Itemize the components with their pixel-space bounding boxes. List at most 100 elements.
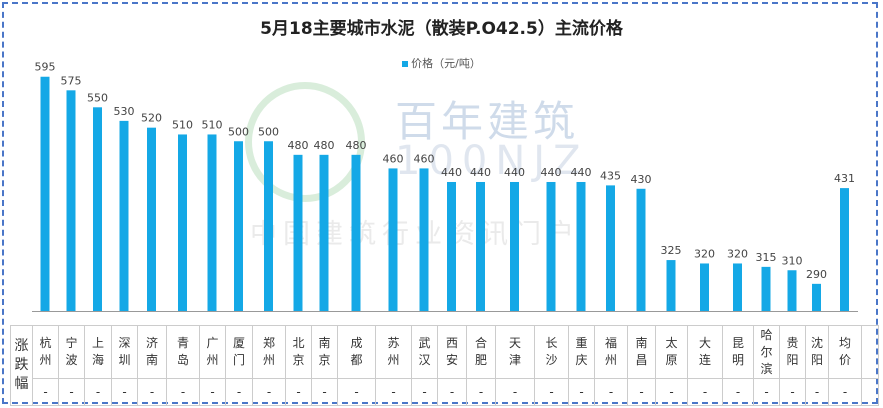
bar-贵阳 xyxy=(787,270,797,311)
bar-合肥 xyxy=(476,181,485,311)
legend-swatch xyxy=(402,61,409,67)
bar-青岛 xyxy=(178,134,187,311)
bar-昆明 xyxy=(733,263,742,311)
category-label: 均价 xyxy=(828,325,862,379)
change-cell: - xyxy=(337,378,376,406)
bar-北京 xyxy=(293,154,303,311)
change-cell: - xyxy=(32,378,59,406)
category-label: 深圳 xyxy=(111,325,138,379)
bar-成都 xyxy=(351,154,361,311)
category-label: 重庆 xyxy=(568,325,595,379)
bar-深圳 xyxy=(119,120,129,311)
empty-cell xyxy=(861,325,879,379)
data-label: 290 xyxy=(806,268,827,281)
change-cell: - xyxy=(687,378,723,406)
category-label: 杭州 xyxy=(32,325,59,379)
data-label: 520 xyxy=(141,112,162,125)
data-label: 550 xyxy=(87,91,108,104)
category-label: 宁波 xyxy=(58,325,85,379)
category-label: 成都 xyxy=(337,325,376,379)
change-cell: - xyxy=(594,378,628,406)
change-cell: - xyxy=(568,378,595,406)
category-label: 南京 xyxy=(311,325,338,379)
category-label: 上海 xyxy=(84,325,112,379)
bar-上海 xyxy=(93,107,102,311)
change-cell: - xyxy=(84,378,112,406)
data-label: 510 xyxy=(172,118,193,131)
data-label: 431 xyxy=(834,172,855,185)
data-label: 440 xyxy=(470,166,491,179)
bar-福州 xyxy=(606,185,615,311)
chart-title: 5月18主要城市水泥（散装P.O42.5）主流价格 xyxy=(260,19,623,39)
category-label: 大连 xyxy=(687,325,723,379)
row-label-change: 涨跌幅 xyxy=(10,325,33,406)
bar-宁波 xyxy=(66,90,76,311)
category-label: 哈尔滨 xyxy=(753,325,780,379)
category-label: 沈阳 xyxy=(805,325,829,379)
data-label: 320 xyxy=(727,247,748,260)
data-label: 480 xyxy=(346,139,367,152)
bar-天津 xyxy=(510,181,519,311)
change-cell: - xyxy=(58,378,85,406)
change-cell: - xyxy=(466,378,496,406)
change-cell: - xyxy=(252,378,286,406)
change-cell: - xyxy=(137,378,167,406)
data-label: 320 xyxy=(694,247,715,260)
category-label: 合肥 xyxy=(466,325,496,379)
bar-长沙 xyxy=(546,181,556,311)
data-label: 530 xyxy=(114,105,135,118)
bar-南昌 xyxy=(636,188,646,311)
bar-杭州 xyxy=(40,76,50,312)
category-label: 青岛 xyxy=(166,325,200,379)
legend: 价格（元/吨） xyxy=(0,55,883,71)
bar-济南 xyxy=(147,127,156,311)
category-label: 北京 xyxy=(285,325,312,379)
bar-大连 xyxy=(700,263,709,311)
change-cell: - xyxy=(805,378,829,406)
category-label: 天津 xyxy=(495,325,535,379)
bar-均价 xyxy=(840,188,849,311)
data-label: 575 xyxy=(61,74,82,87)
data-label: 440 xyxy=(571,166,592,179)
change-cell: - xyxy=(779,378,806,406)
change-cell: - xyxy=(199,378,226,406)
watermark-logo xyxy=(245,82,365,202)
empty-cell xyxy=(861,378,879,406)
change-cell: - xyxy=(437,378,467,406)
data-label: 430 xyxy=(631,173,652,186)
change-cell: - xyxy=(375,378,412,406)
category-label: 长沙 xyxy=(534,325,569,379)
bar-广州 xyxy=(207,134,217,311)
data-label: 480 xyxy=(314,139,335,152)
category-label: 苏州 xyxy=(375,325,412,379)
bar-哈尔滨 xyxy=(761,266,771,311)
change-cell: - xyxy=(753,378,780,406)
data-label: 315 xyxy=(756,251,777,264)
change-cell: - xyxy=(225,378,253,406)
change-cell: - xyxy=(111,378,138,406)
data-label: 500 xyxy=(258,125,279,138)
category-label: 厦门 xyxy=(225,325,253,379)
data-label: 460 xyxy=(383,152,404,165)
change-cell: - xyxy=(722,378,754,406)
category-label: 贵阳 xyxy=(779,325,806,379)
category-label: 郑州 xyxy=(252,325,286,379)
data-label: 435 xyxy=(600,169,621,182)
bar-武汉 xyxy=(419,168,429,311)
bar-沈阳 xyxy=(812,283,821,311)
data-table: 涨跌幅杭州宁波上海深圳济南青岛广州厦门郑州北京南京成都苏州武汉西安合肥天津长沙重… xyxy=(10,325,879,406)
bar-太原 xyxy=(666,260,676,311)
bar-郑州 xyxy=(264,141,273,311)
data-label: 325 xyxy=(661,244,682,257)
bar-厦门 xyxy=(234,141,243,311)
change-cell: - xyxy=(166,378,200,406)
bar-重庆 xyxy=(576,181,586,311)
change-cell: - xyxy=(495,378,535,406)
data-label: 500 xyxy=(228,125,249,138)
data-label: 440 xyxy=(504,166,525,179)
category-label: 南昌 xyxy=(627,325,656,379)
change-cell: - xyxy=(411,378,438,406)
category-label: 昆明 xyxy=(722,325,754,379)
